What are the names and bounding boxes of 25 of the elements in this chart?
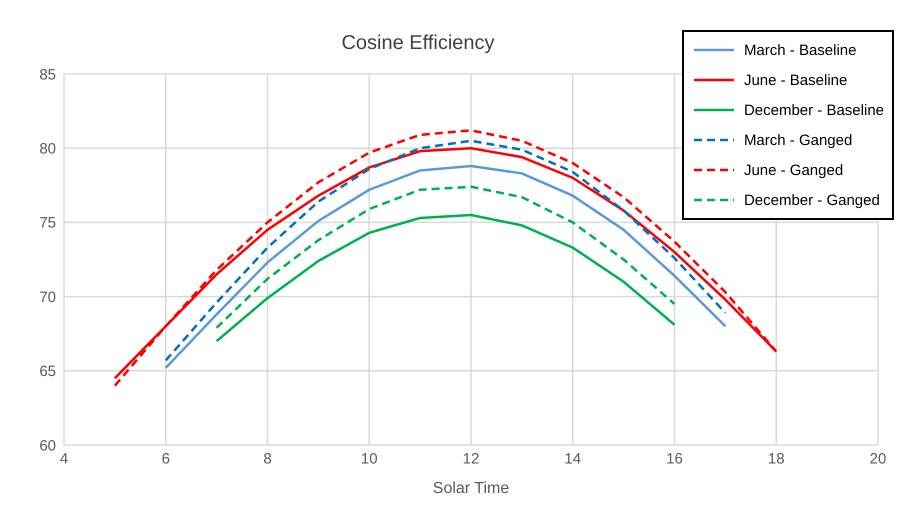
x-tick-label: 12 [462,450,480,468]
legend-label: December - Baseline [744,102,884,118]
y-tick-label: 75 [39,214,56,232]
legend-label: March - Baseline [744,42,856,58]
legend-label: June - Baseline [744,72,848,88]
x-tick-label: 10 [360,450,378,468]
x-tick-label: 8 [263,450,272,468]
y-tick-label: 70 [39,288,56,306]
x-tick-label: 4 [60,450,68,468]
x-tick-label: 20 [870,450,886,468]
legend-label: December - Ganged [744,192,880,208]
chart-title: Cosine Efficiency [341,32,495,54]
x-axis-title: Solar Time [432,480,510,497]
x-tick-label: 14 [564,450,582,468]
y-tick-label: 85 [39,66,56,84]
x-tick-label: 18 [768,450,785,468]
x-tick-label: 6 [162,450,170,468]
line-series [215,214,676,342]
legend-label: June - Ganged [744,162,844,178]
line-series [215,186,676,330]
y-tick-label: 65 [39,363,56,380]
x-tick-label: 16 [666,450,683,468]
y-tick-label: 60 [39,437,56,454]
y-tick-label: 80 [39,140,56,158]
legend-label: March - Ganged [744,132,852,148]
